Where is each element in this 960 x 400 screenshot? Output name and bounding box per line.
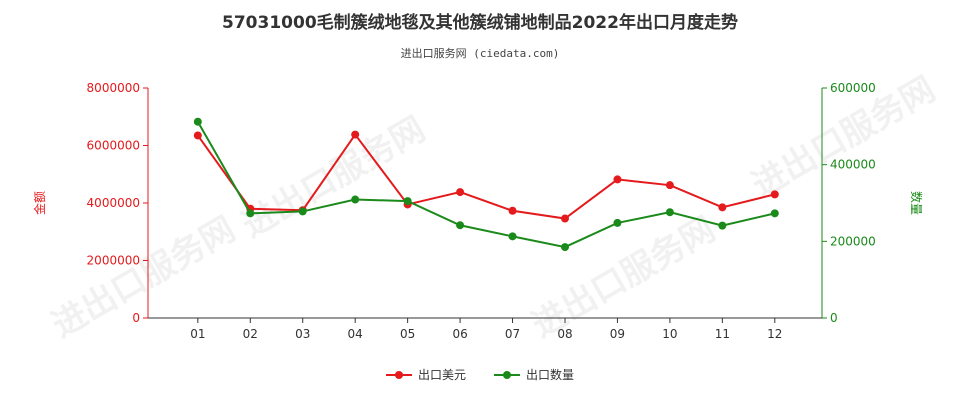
y-right-tick-label: 0 <box>830 311 838 325</box>
chart-title: 57031000毛制簇绒地毯及其他簇绒铺地制品2022年出口月度走势 <box>222 13 738 33</box>
legend-swatch-quantity <box>494 370 520 380</box>
x-tick-label: 04 <box>348 327 363 341</box>
legend: 出口美元 出口数量 <box>0 366 960 383</box>
x-tick-label: 02 <box>243 327 258 341</box>
x-tick-label: 09 <box>610 327 625 341</box>
data-point-quantity <box>403 197 412 206</box>
data-point-amount <box>718 203 727 212</box>
legend-item-amount[interactable]: 出口美元 <box>385 366 466 383</box>
data-point-quantity <box>193 117 202 126</box>
x-tick-label: 08 <box>557 327 572 341</box>
y-left-tick-label: 6000000 <box>87 139 140 153</box>
y-right-tick-label: 600000 <box>830 81 876 95</box>
y-left-tick-label: 4000000 <box>87 196 140 210</box>
data-point-amount <box>613 175 622 184</box>
x-tick-label: 10 <box>662 327 677 341</box>
series-line-quantity <box>196 121 776 249</box>
data-point-amount <box>456 188 465 197</box>
x-tick-label: 01 <box>190 327 205 341</box>
data-point-quantity <box>718 221 727 230</box>
y-left-tick-label: 2000000 <box>87 254 140 268</box>
series-line-amount <box>197 132 776 220</box>
data-point-amount <box>351 130 360 139</box>
data-point-amount <box>508 206 517 215</box>
y-right-tick-label: 200000 <box>830 234 876 248</box>
chart-subtitle: 进出口服务网 (ciedata.com) <box>400 47 560 60</box>
data-point-quantity <box>665 208 674 217</box>
data-point-quantity <box>351 195 360 204</box>
legend-label-quantity: 出口数量 <box>526 368 575 382</box>
y-left-axis-label: 金额 <box>32 191 47 215</box>
legend-swatch-amount <box>385 370 412 380</box>
x-tick-label: 03 <box>295 327 310 341</box>
data-point-amount <box>560 214 569 223</box>
data-point-amount <box>665 181 674 190</box>
x-tick-label: 06 <box>452 327 467 341</box>
x-tick-label: 11 <box>715 327 730 341</box>
data-point-quantity <box>613 218 622 227</box>
y-left-tick-label: 8000000 <box>87 81 140 95</box>
data-point-quantity <box>508 232 517 241</box>
data-point-quantity <box>456 221 465 230</box>
data-point-quantity <box>246 209 255 218</box>
data-point-quantity <box>298 207 307 216</box>
data-point-amount <box>770 190 779 199</box>
legend-label-amount: 出口美元 <box>417 368 466 382</box>
y-right-tick-label: 400000 <box>830 158 876 172</box>
legend-item-quantity[interactable]: 出口数量 <box>494 366 574 383</box>
x-tick-label: 12 <box>767 327 782 341</box>
y-right-axis-label: 数量 <box>909 191 924 215</box>
data-point-quantity <box>770 209 779 218</box>
data-point-quantity <box>560 243 569 252</box>
x-tick-label: 07 <box>505 327 520 341</box>
x-tick-label: 05 <box>400 327 415 341</box>
y-left-tick-label: 0 <box>132 311 140 325</box>
data-point-amount <box>193 131 202 140</box>
